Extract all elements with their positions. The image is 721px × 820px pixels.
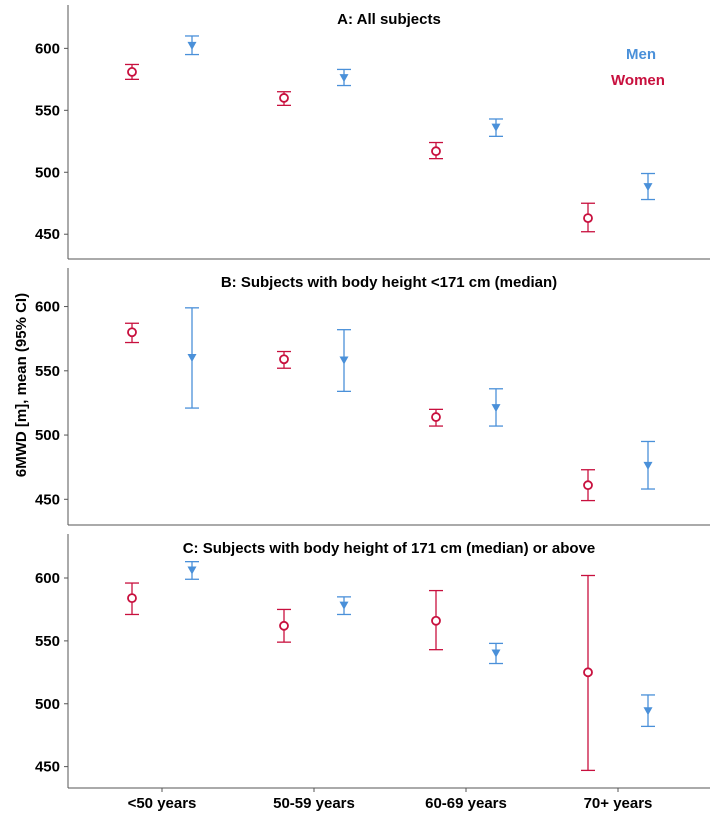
- men-errorbar: [337, 596, 351, 616]
- y-tick-label: 550: [35, 363, 60, 380]
- y-tick-label: 450: [35, 491, 60, 508]
- mean-marker-triangle: [339, 356, 349, 365]
- mean-marker-triangle: [643, 707, 653, 716]
- mean-marker-triangle: [643, 461, 653, 470]
- panel-title: B: Subjects with body height <171 cm (me…: [221, 274, 557, 291]
- mean-marker-circle: [127, 593, 137, 604]
- panel-2: B: Subjects with body height <171 cm (me…: [35, 268, 710, 526]
- men-errorbar: [641, 172, 655, 201]
- men-errorbar: [337, 68, 351, 87]
- men-errorbar: [185, 561, 199, 580]
- x-category-label: 60-69 years: [425, 795, 507, 812]
- men-errorbar: [489, 118, 503, 137]
- men-errorbar: [489, 388, 503, 427]
- legend-entry-men: Men: [626, 46, 656, 63]
- mean-marker-triangle: [491, 404, 501, 413]
- legend: Men Women: [611, 46, 665, 89]
- mean-marker-triangle: [339, 74, 349, 83]
- mean-marker-circle: [431, 146, 441, 157]
- panel-3: C: Subjects with body height of 171 cm (…: [35, 534, 710, 789]
- y-tick-label: 500: [35, 427, 60, 444]
- y-tick-label: 600: [35, 40, 60, 57]
- panel-1: A: All subjects 450 500 550 600: [35, 5, 710, 260]
- y-tick-label: 600: [35, 570, 60, 587]
- mean-marker-triangle: [187, 566, 197, 575]
- mean-marker-circle: [279, 93, 289, 103]
- y-tick-label: 550: [35, 102, 60, 119]
- mean-marker-triangle: [187, 353, 197, 362]
- mean-marker-triangle: [643, 183, 653, 192]
- y-tick-label: 550: [35, 633, 60, 650]
- men-errorbar: [337, 329, 351, 393]
- women-errorbar: [125, 63, 139, 80]
- mean-marker-circle: [583, 480, 593, 491]
- x-category-label: 70+ years: [584, 795, 653, 812]
- mean-marker-circle: [127, 67, 137, 77]
- women-errorbar: [429, 141, 443, 160]
- y-axis-label: 6MWD [m], mean (95% CI): [13, 293, 30, 477]
- women-errorbar: [429, 589, 443, 651]
- women-errorbar: [581, 202, 595, 233]
- women-errorbar: [277, 608, 291, 643]
- mean-marker-triangle: [187, 41, 197, 50]
- women-errorbar: [277, 91, 291, 107]
- women-errorbar: [125, 322, 139, 344]
- mean-marker-triangle: [491, 649, 501, 658]
- women-errorbar: [581, 574, 595, 772]
- y-tick-label: 450: [35, 759, 60, 776]
- men-errorbar: [641, 694, 655, 728]
- y-tick-label: 600: [35, 299, 60, 316]
- panel-title: C: Subjects with body height of 171 cm (…: [183, 540, 596, 557]
- x-category-label: 50-59 years: [273, 795, 355, 812]
- panel-title: A: All subjects: [337, 11, 441, 28]
- women-errorbar: [277, 350, 291, 369]
- mean-marker-triangle: [491, 123, 501, 132]
- women-errorbar: [429, 408, 443, 427]
- x-category-label: <50 years: [128, 795, 197, 812]
- y-tick-label: 450: [35, 226, 60, 243]
- mean-marker-triangle: [339, 601, 349, 610]
- men-errorbar: [185, 35, 199, 56]
- mean-marker-circle: [583, 667, 593, 678]
- mean-marker-circle: [431, 412, 441, 422]
- mean-marker-circle: [583, 213, 593, 224]
- y-tick-label: 500: [35, 164, 60, 181]
- legend-entry-women: Women: [611, 72, 665, 89]
- mean-marker-circle: [431, 615, 441, 626]
- men-errorbar: [489, 642, 503, 665]
- mean-marker-circle: [279, 620, 289, 631]
- women-errorbar: [581, 469, 595, 502]
- panels: A: All subjects 450 500 550 600 B: Subjects w…: [35, 5, 710, 789]
- mean-marker-circle: [279, 354, 289, 365]
- x-axis-categories: <50 years 50-59 years 60-69 years 70+ years: [128, 788, 653, 812]
- women-errorbar: [125, 582, 139, 616]
- mean-marker-circle: [127, 327, 137, 338]
- y-tick-label: 500: [35, 696, 60, 713]
- men-errorbar: [641, 440, 655, 490]
- men-errorbar: [185, 307, 199, 409]
